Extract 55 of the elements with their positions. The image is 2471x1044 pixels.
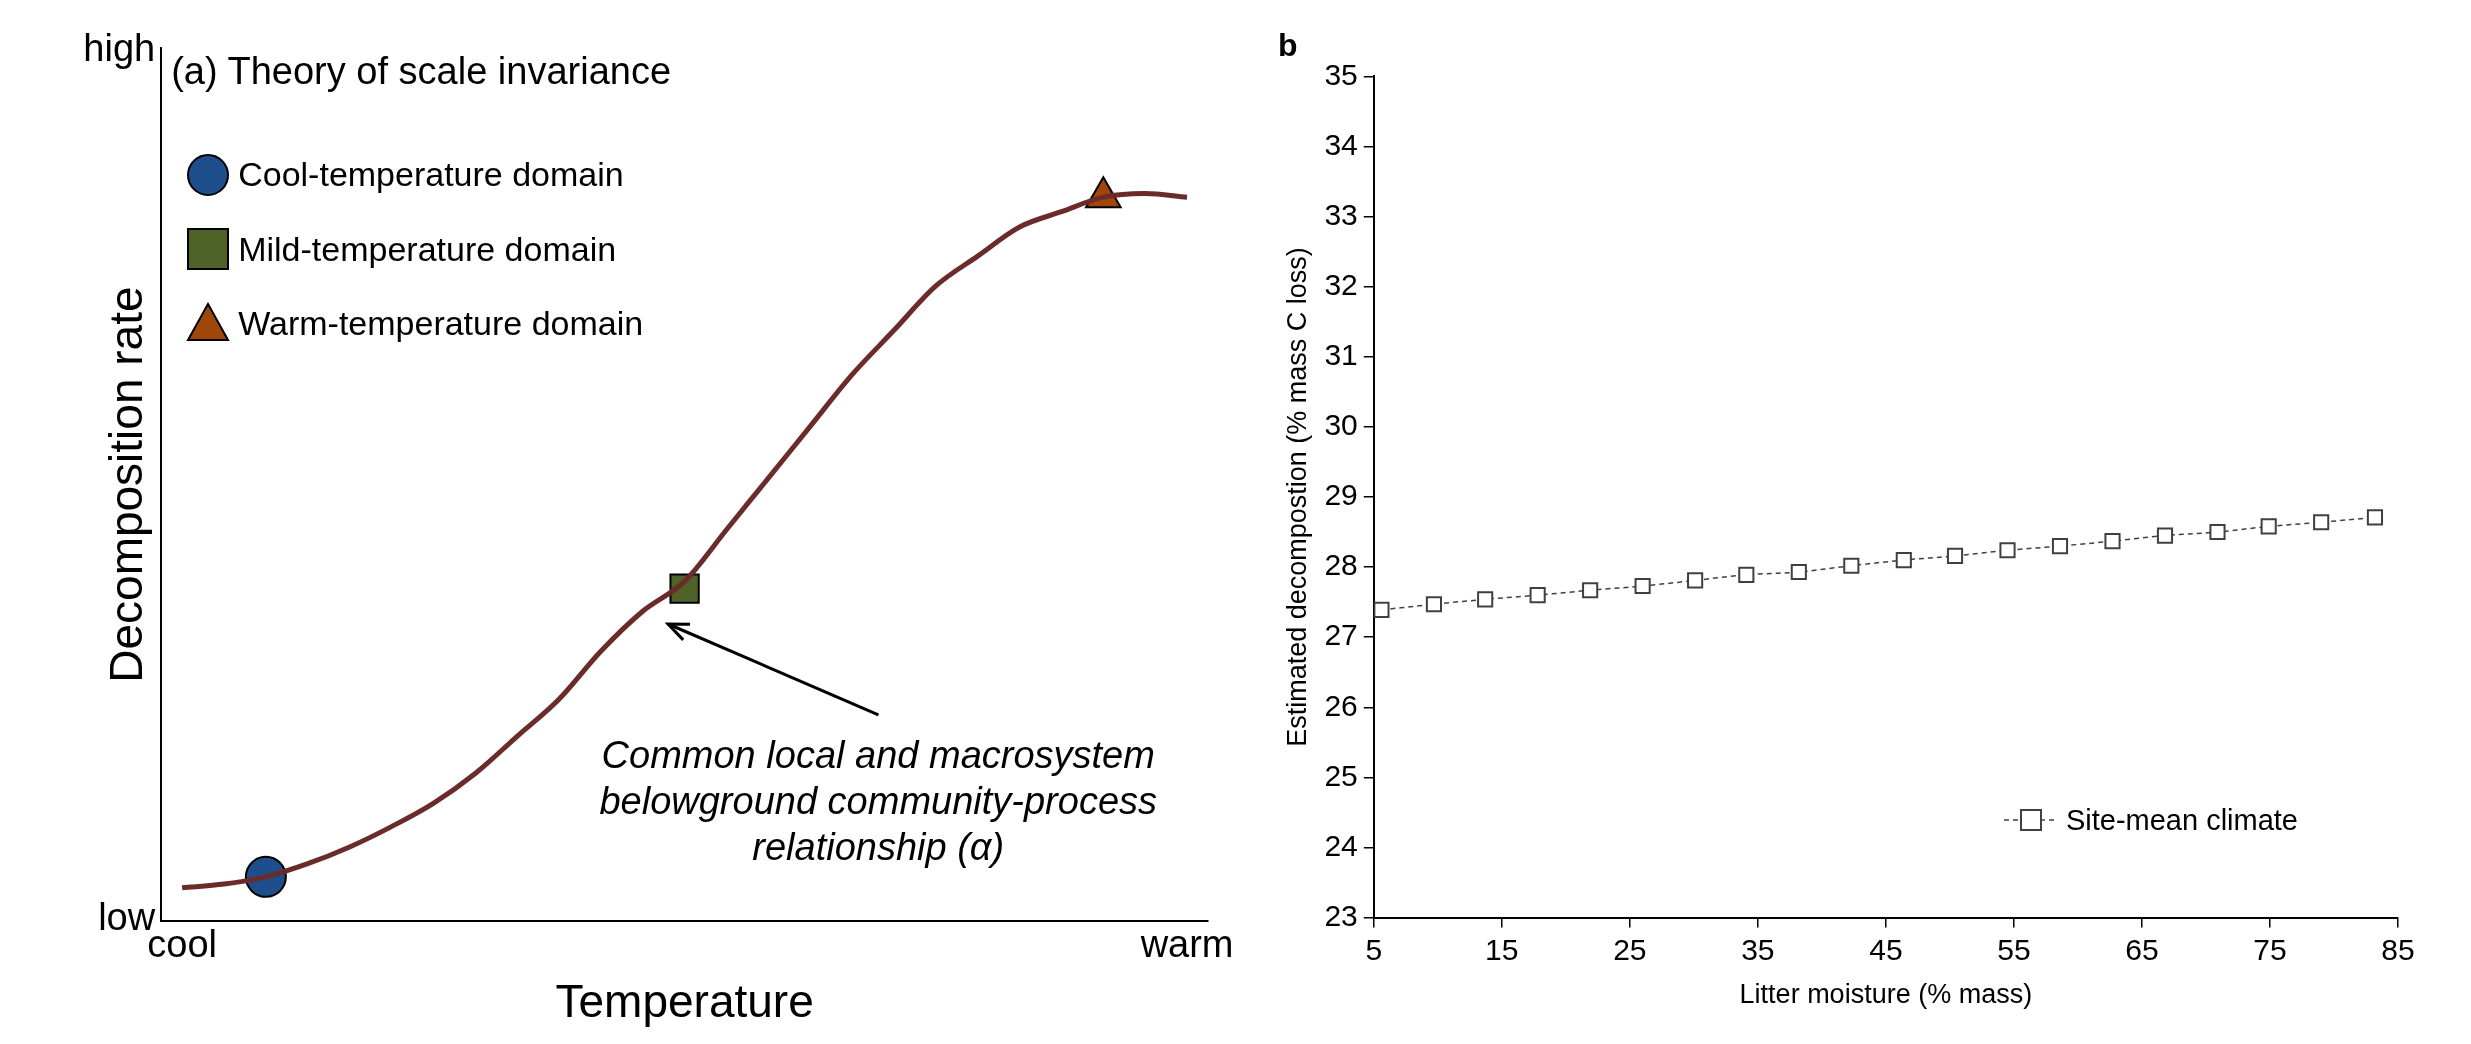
x-tick-label: 25 [1613,932,1647,966]
point [1582,582,1599,599]
legend-label: Site-mean climate [2065,803,2298,837]
legend-label: Cool-temperature domain [238,155,624,195]
x-tick-label: 35 [1741,932,1775,966]
point [1999,542,2016,559]
y-tick-label: 33 [1324,197,1358,231]
y-tick-label: 24 [1324,828,1358,862]
point [1843,557,1860,574]
point [1946,547,1964,564]
x-tick-label: 65 [2125,932,2159,966]
y-axis-title: Estimated decompostion (% mass C loss) [1281,247,1312,747]
y-tick-label: 27 [1324,618,1358,652]
x-axis-title: Temperature [555,975,814,1028]
y-tick-label: 26 [1324,688,1358,722]
point [1425,596,1443,613]
chart-title: (a) Theory of scale invariance [171,50,672,93]
y-tick-label: 30 [1324,408,1358,442]
x-tick-label: 55 [1997,932,2031,966]
y-tick-label: 25 [1324,758,1358,792]
legend-label: Mild-temperature domain [238,229,617,269]
legend-label: Warm-temperature domain [238,304,644,344]
y-tick-label: 29 [1324,478,1358,512]
y-tick-label: 32 [1324,267,1358,301]
x-tick-label: 85 [2381,932,2415,966]
y-tick-label: 23 [1324,898,1358,932]
point [1477,591,1494,608]
point [2209,523,2226,541]
annotation: Common local and macrosystem belowground community-process relationship (α) [598,733,1159,870]
x-tick-label: 45 [1869,932,1903,966]
point [2156,527,2174,544]
point [1687,572,1704,589]
point [2366,509,2384,526]
point [2313,514,2330,531]
chart-title: b [1278,27,1298,64]
point [1738,566,1755,583]
y-tick-label: 31 [1324,338,1358,372]
x-tick-label: 75 [2253,932,2287,966]
x-tick-label: 15 [1485,932,1519,966]
y-tick-label: 28 [1324,548,1358,582]
point [1529,587,1546,604]
point [2104,533,2121,550]
y-axis-title: Decomposition rate [100,286,153,683]
x-tick-label: warm [1139,923,1234,966]
x-tick-label: 5 [1365,932,1383,966]
y-tick-label: 34 [1324,127,1358,161]
point [2051,538,2069,555]
point [1634,577,1651,595]
x-axis-title: Litter moisture (% mass) [1739,979,2033,1010]
point [1373,601,1390,618]
point [2260,518,2277,535]
y-tick-label: 35 [1324,57,1358,91]
point [1790,563,1807,581]
point [1895,552,1912,569]
text: high [83,27,156,69]
